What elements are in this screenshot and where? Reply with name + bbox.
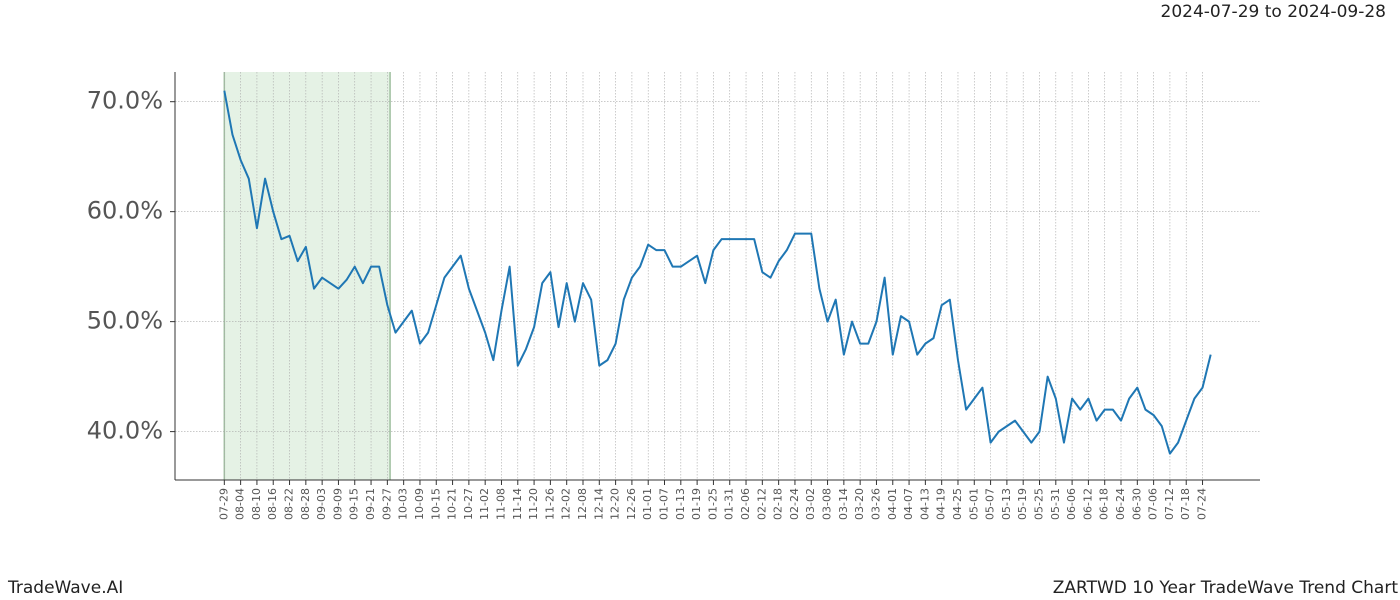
highlight-band [224,72,391,480]
x-tick-label: 04-25 [951,488,964,520]
x-tick-label: 12-20 [609,488,622,520]
x-tick-label: 07-12 [1163,488,1176,520]
x-tick-label: 12-26 [625,488,638,520]
x-tick-label: 11-14 [511,488,524,520]
x-tick-label: 03-20 [853,488,866,520]
x-tick-label: 03-26 [869,488,882,520]
x-tick-label: 11-20 [527,488,540,520]
x-tick-label: 12-02 [560,488,573,520]
x-tick-label: 05-07 [984,488,997,520]
y-tick-label: 60.0% [87,197,163,225]
x-tick-label: 06-06 [1065,488,1078,520]
x-tick-label: 06-24 [1114,488,1127,520]
x-tick-label: 02-18 [772,488,785,520]
x-tick-label: 04-01 [886,488,899,520]
x-tick-label: 11-26 [543,488,556,520]
x-tick-label: 01-25 [706,488,719,520]
x-tick-label: 01-01 [641,488,654,520]
x-tick-label: 10-21 [446,488,459,520]
x-tick-label: 09-09 [331,488,344,520]
x-tick-label: 07-24 [1196,488,1209,520]
x-tick-label: 10-15 [429,488,442,520]
x-tick-label: 12-14 [592,488,605,520]
x-tick-label: 10-09 [413,488,426,520]
x-tick-label: 08-04 [234,488,247,520]
x-tick-label: 04-07 [902,488,915,520]
x-tick-label: 05-01 [967,488,980,520]
brand: TradeWave.AI [7,578,123,598]
x-tick-label: 09-21 [364,488,377,520]
x-tick-label: 07-18 [1179,488,1192,520]
chart-title: ZARTWD 10 Year TradeWave Trend Chart [1053,578,1399,598]
x-tick-label: 06-18 [1098,488,1111,520]
y-tick-label: 50.0% [87,307,163,335]
data-line [223,90,1212,455]
x-tick-label: 10-03 [397,488,410,520]
x-tick-label: 09-03 [315,488,328,520]
x-tick-label: 12-08 [576,488,589,520]
date-range: 2024-07-29 to 2024-09-28 [1161,2,1386,22]
x-tick-label: 11-02 [478,488,491,520]
x-tick-label: 04-13 [918,488,931,520]
x-tick-label: 06-30 [1130,488,1143,520]
x-tick-label: 09-15 [348,488,361,520]
x-tick-label: 06-12 [1081,488,1094,520]
y-tick-label: 70.0% [87,87,163,115]
x-tick-label: 01-31 [723,488,736,520]
x-tick-label: 08-22 [283,488,296,520]
x-tick-label: 03-08 [821,488,834,520]
x-tick-label: 02-12 [755,488,768,520]
x-tick-label: 05-25 [1032,488,1045,520]
x-tick-label: 05-31 [1049,488,1062,520]
x-tick-label: 02-24 [788,488,801,520]
x-tick-label: 04-19 [935,488,948,520]
x-tick-label: 10-27 [462,488,475,520]
x-tick-label: 01-13 [674,488,687,520]
x-tick-label: 07-29 [217,488,230,520]
x-tick-label: 01-19 [690,488,703,520]
x-tick-label: 03-02 [804,488,817,520]
x-tick-label: 03-14 [837,488,850,520]
x-tick-label: 11-08 [494,488,507,520]
x-tick-label: 05-13 [1000,488,1013,520]
x-tick-label: 08-16 [266,488,279,520]
x-tick-label: 07-06 [1147,488,1160,520]
x-tick-label: 02-06 [739,488,752,520]
x-tick-label: 08-10 [250,488,263,520]
x-tick-label: 05-19 [1016,488,1029,520]
x-tick-label: 08-28 [299,488,312,520]
x-tick-label: 01-07 [658,488,671,520]
x-tick-label: 09-27 [380,488,393,520]
y-tick-label: 40.0% [87,417,163,445]
